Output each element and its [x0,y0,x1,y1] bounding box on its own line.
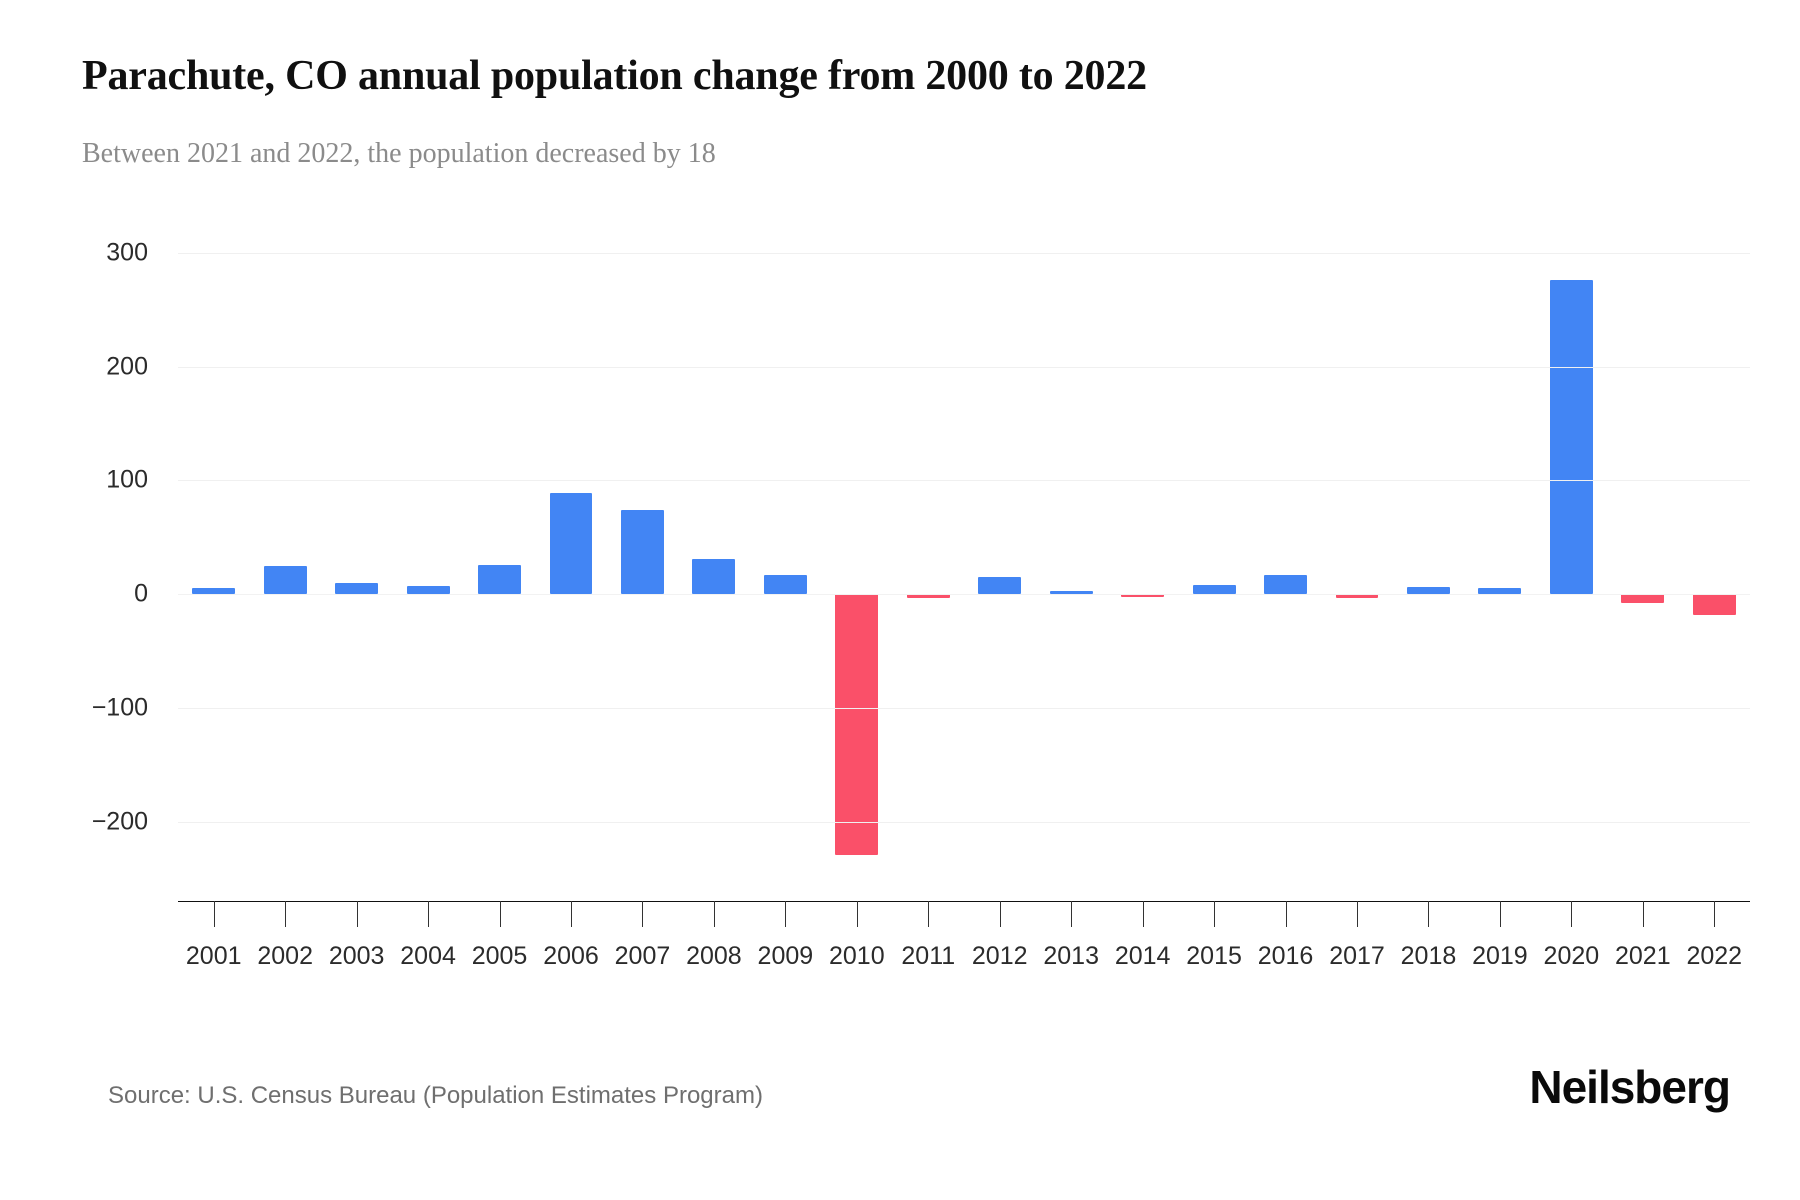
x-axis-label-2002: 2002 [257,942,313,970]
bar-2022[interactable] [1692,594,1736,615]
bar-2003[interactable] [335,582,379,595]
y-axis-label: −100 [91,693,148,722]
bar-2020[interactable] [1549,280,1593,595]
x-tick-2015 [1214,901,1216,927]
x-axis-label-2017: 2017 [1329,942,1385,970]
x-tick-2008 [713,901,715,927]
x-axis-label-2006: 2006 [543,942,599,970]
bar-2014[interactable] [1121,594,1165,598]
bar-2004[interactable] [406,586,450,595]
gridline-200 [178,366,1750,368]
bar-2015[interactable] [1192,585,1236,595]
x-axis-label-2019: 2019 [1472,942,1528,970]
x-axis-label-2003: 2003 [328,942,385,970]
bar-2017[interactable] [1335,594,1379,598]
x-tick-2004 [428,901,430,927]
bar-2005[interactable] [478,564,521,595]
bar-2006[interactable] [549,492,593,595]
y-axis-label: 0 [134,579,148,608]
bar-2016[interactable] [1264,574,1307,595]
x-tick-2007 [642,901,644,927]
x-tick-2014 [1142,901,1144,927]
x-tick-2006 [571,901,572,927]
x-tick-2018 [1428,901,1430,927]
x-axis-label-2009: 2009 [757,942,814,970]
x-axis-label-2013: 2013 [1043,942,1099,970]
bar-2011[interactable] [906,594,950,598]
plot-area: 300 200 100 0 −100 −200 [92,230,1750,890]
bar-2002[interactable] [263,565,307,595]
x-axis-label-2005: 2005 [471,942,528,970]
bar-2007[interactable] [621,509,664,595]
x-axis-label-2001: 2001 [185,942,242,970]
bar-2001[interactable] [192,588,236,595]
x-tick-2001 [213,901,215,927]
gridline--200 [178,821,1750,823]
x-axis-label-2016: 2016 [1257,942,1314,970]
x-axis-label-2018: 2018 [1400,942,1457,970]
x-axis-label-2010: 2010 [829,942,885,970]
x-axis-label-2007: 2007 [614,942,671,970]
gridline-100 [178,480,1750,482]
x-tick-2016 [1285,901,1287,927]
x-axis-label-2011: 2011 [901,942,956,970]
x-tick-2010 [856,901,858,927]
gridline-300 [178,252,1750,254]
x-tick-2020 [1571,901,1573,927]
x-axis-label-2020: 2020 [1543,942,1600,970]
x-axis-label-2008: 2008 [686,942,742,970]
bar-2021[interactable] [1621,594,1665,604]
brand-logo: Neilsberg [1529,1061,1731,1113]
x-axis-label-2022: 2022 [1686,942,1743,970]
x-axis-label-2014: 2014 [1114,942,1171,970]
bar-2013[interactable] [1049,591,1093,595]
y-axis-label: 100 [106,465,148,494]
x-axis-label-2012: 2012 [971,942,1028,970]
y-axis-label: 200 [106,352,148,381]
x-tick-2003 [356,901,358,927]
bar-2019[interactable] [1478,588,1522,595]
x-tick-2019 [1499,901,1501,927]
bar-2018[interactable] [1407,587,1450,595]
x-tick-2005 [499,901,501,927]
y-axis-label: −200 [91,807,148,836]
page-title: Parachute, CO annual population change f… [82,53,1147,99]
x-axis-label-2015: 2015 [1186,942,1242,970]
x-tick-2009 [785,901,787,927]
x-tick-2017 [1357,901,1358,927]
bar-2009[interactable] [763,574,807,595]
x-tick-2011 [928,901,930,927]
source-note: Source: U.S. Census Bureau (Population E… [108,1082,763,1109]
gridline-0 [178,594,1750,596]
x-tick-2013 [1071,901,1073,927]
page-subtitle: Between 2021 and 2022, the population de… [82,138,716,169]
bar-series [178,230,1750,890]
x-axis-line [178,901,1750,902]
bar-2010[interactable] [835,594,879,855]
x-tick-2002 [285,901,287,927]
x-axis-label-2021: 2021 [1615,942,1671,970]
x-tick-2022 [1714,901,1716,927]
x-tick-2012 [999,901,1001,927]
gridline--100 [178,707,1750,709]
y-axis-label: 300 [106,238,148,267]
bar-2008[interactable] [692,558,736,595]
x-tick-2021 [1642,901,1644,927]
bar-2012[interactable] [978,577,1022,595]
x-axis-label-2004: 2004 [400,942,456,970]
